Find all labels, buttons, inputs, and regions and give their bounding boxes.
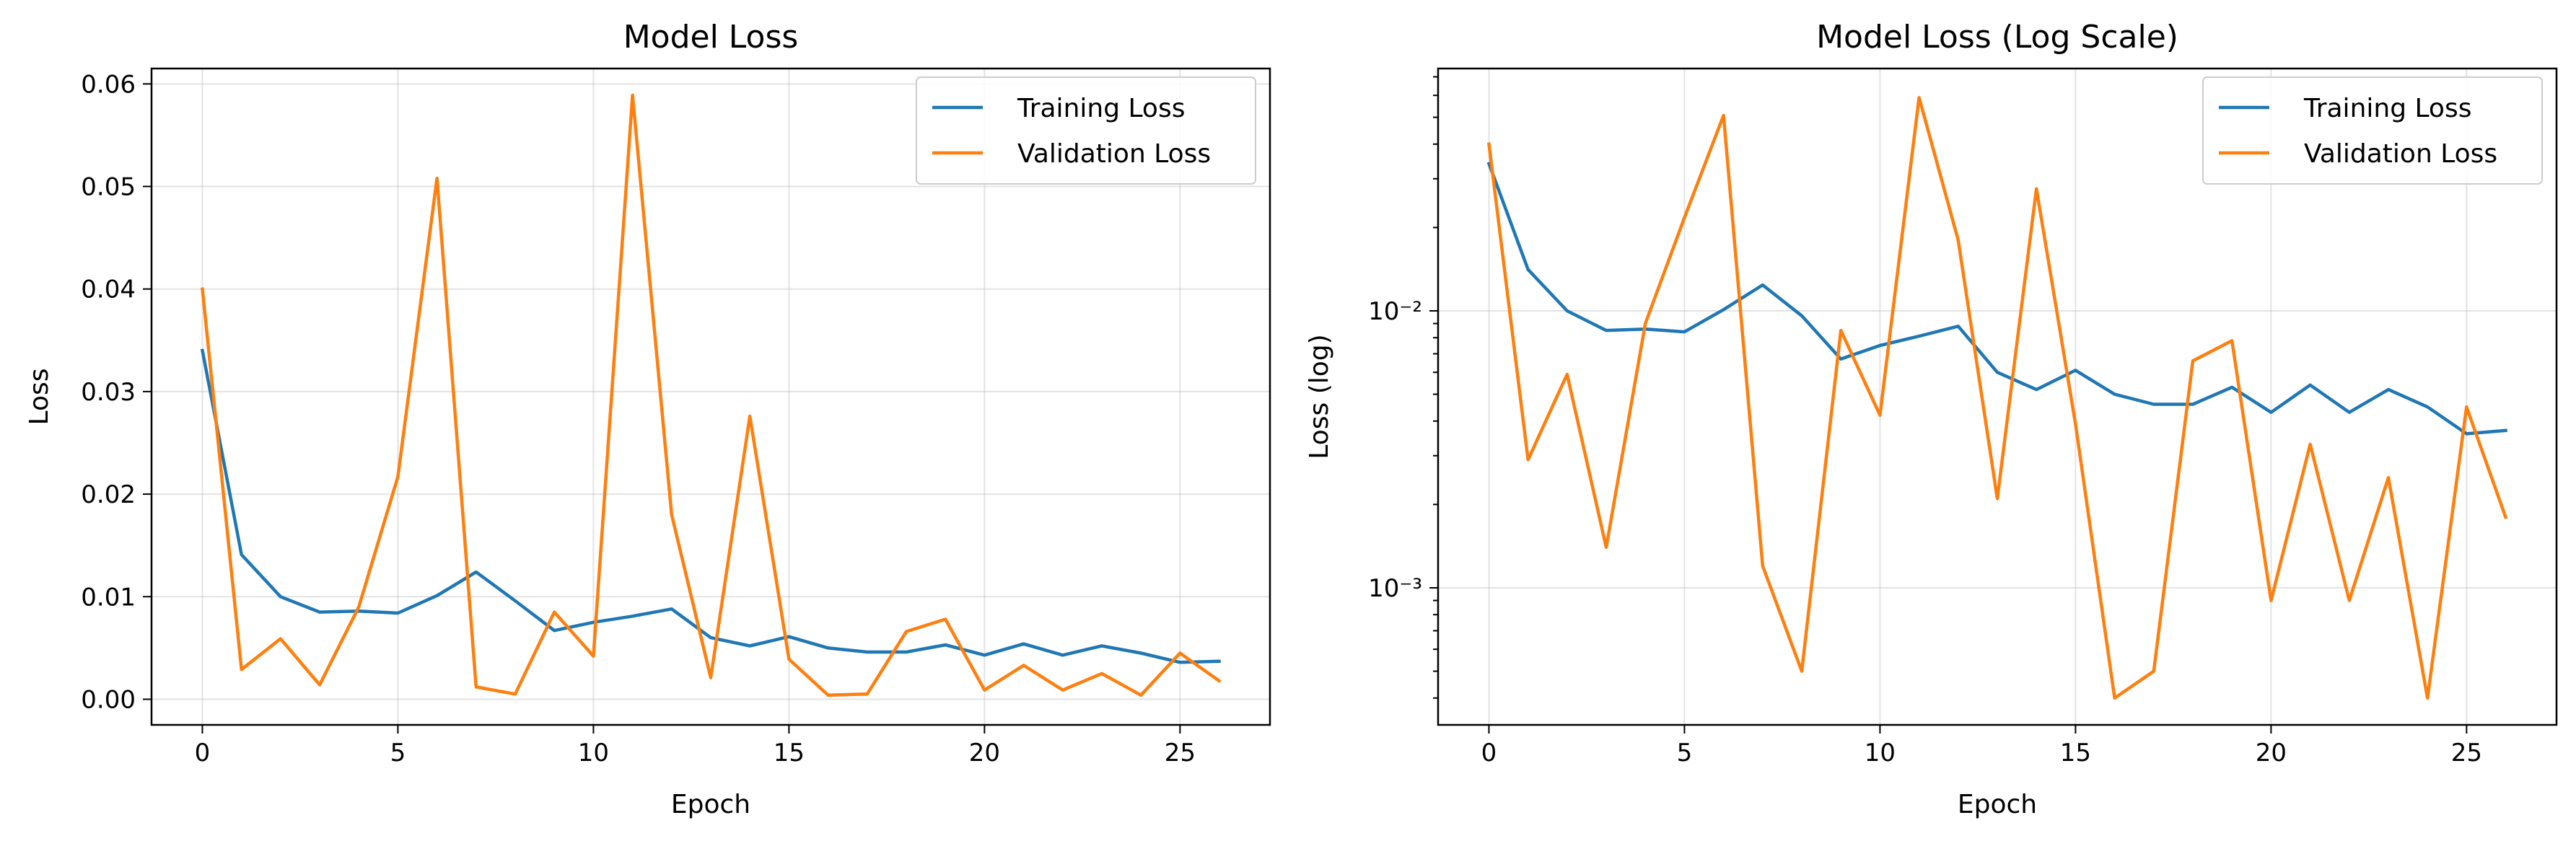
y-axis-ticks: 0.00 0.01 0.02 0.03 0.04 0.05 0.06 bbox=[81, 70, 152, 714]
x-tick-label: 20 bbox=[969, 739, 1000, 767]
x-axis-label: Epoch bbox=[671, 790, 750, 819]
x-axis-ticks: 0 5 10 15 20 25 bbox=[195, 725, 1196, 767]
x-tick-label: 25 bbox=[1165, 739, 1196, 767]
x-axis-ticks: 0 5 10 15 20 25 bbox=[1481, 725, 2482, 767]
x-tick-label: 10 bbox=[1865, 739, 1896, 767]
chart-panel-log: 0 5 10 15 20 25 10⁻³ 10⁻² Model Loss (Log Scal… bbox=[1305, 19, 2558, 819]
y-tick-label: 0.00 bbox=[81, 685, 136, 714]
y-tick-label: 0.03 bbox=[81, 378, 136, 407]
series-group bbox=[1486, 96, 2508, 700]
legend-label-training: Training Loss bbox=[1017, 94, 1185, 123]
legend: Training Loss Validation Loss bbox=[916, 76, 1256, 185]
x-tick-label: 15 bbox=[2060, 739, 2091, 767]
legend-label-training: Training Loss bbox=[2303, 94, 2471, 123]
y-tick-label: 0.06 bbox=[81, 70, 136, 99]
chart-title: Model Loss bbox=[623, 19, 799, 56]
legend: Training Loss Validation Loss bbox=[2202, 76, 2543, 185]
series-group bbox=[200, 93, 1222, 697]
x-tick-label: 0 bbox=[195, 739, 211, 767]
series-line-validation-loss bbox=[1486, 96, 2508, 700]
legend-label-validation: Validation Loss bbox=[2304, 139, 2497, 169]
y-tick-label: 0.04 bbox=[81, 276, 136, 304]
y-tick-label: 0.05 bbox=[81, 173, 136, 202]
x-tick-label: 0 bbox=[1481, 739, 1497, 767]
legend-frame bbox=[916, 76, 1256, 185]
chart-panel-linear: 0 5 10 15 20 25 0.000.010.020.030.040.050.06 … bbox=[25, 19, 1271, 819]
y-axis-label: Loss bbox=[25, 369, 54, 426]
x-tick-label: 20 bbox=[2256, 739, 2287, 767]
y-tick-label: 10⁻² bbox=[1368, 297, 1422, 326]
x-axis-label: Epoch bbox=[1958, 790, 2037, 819]
x-tick-label: 25 bbox=[2451, 739, 2482, 767]
legend-frame bbox=[2202, 76, 2543, 185]
axes-frame bbox=[150, 67, 1271, 726]
chart-title: Model Loss (Log Scale) bbox=[1816, 19, 2178, 56]
x-tick-label: 15 bbox=[774, 739, 805, 767]
x-tick-label: 5 bbox=[390, 739, 406, 767]
series-line-training-loss bbox=[1486, 162, 2507, 436]
y-axis-label: Loss (log) bbox=[1305, 334, 1334, 459]
axes-frame bbox=[1437, 67, 2558, 726]
y-axis-ticks: 10⁻³ 10⁻² bbox=[1368, 76, 1438, 699]
x-tick-label: 10 bbox=[578, 739, 609, 767]
y-tick-label: 0.01 bbox=[81, 583, 136, 612]
series-line-training-loss bbox=[200, 348, 1221, 664]
series-line-validation-loss bbox=[201, 93, 1222, 697]
y-tick-label: 10⁻³ bbox=[1368, 574, 1422, 603]
legend-label-validation: Validation Loss bbox=[1017, 139, 1211, 169]
x-tick-label: 5 bbox=[1677, 739, 1693, 767]
y-tick-label: 0.02 bbox=[81, 480, 136, 509]
